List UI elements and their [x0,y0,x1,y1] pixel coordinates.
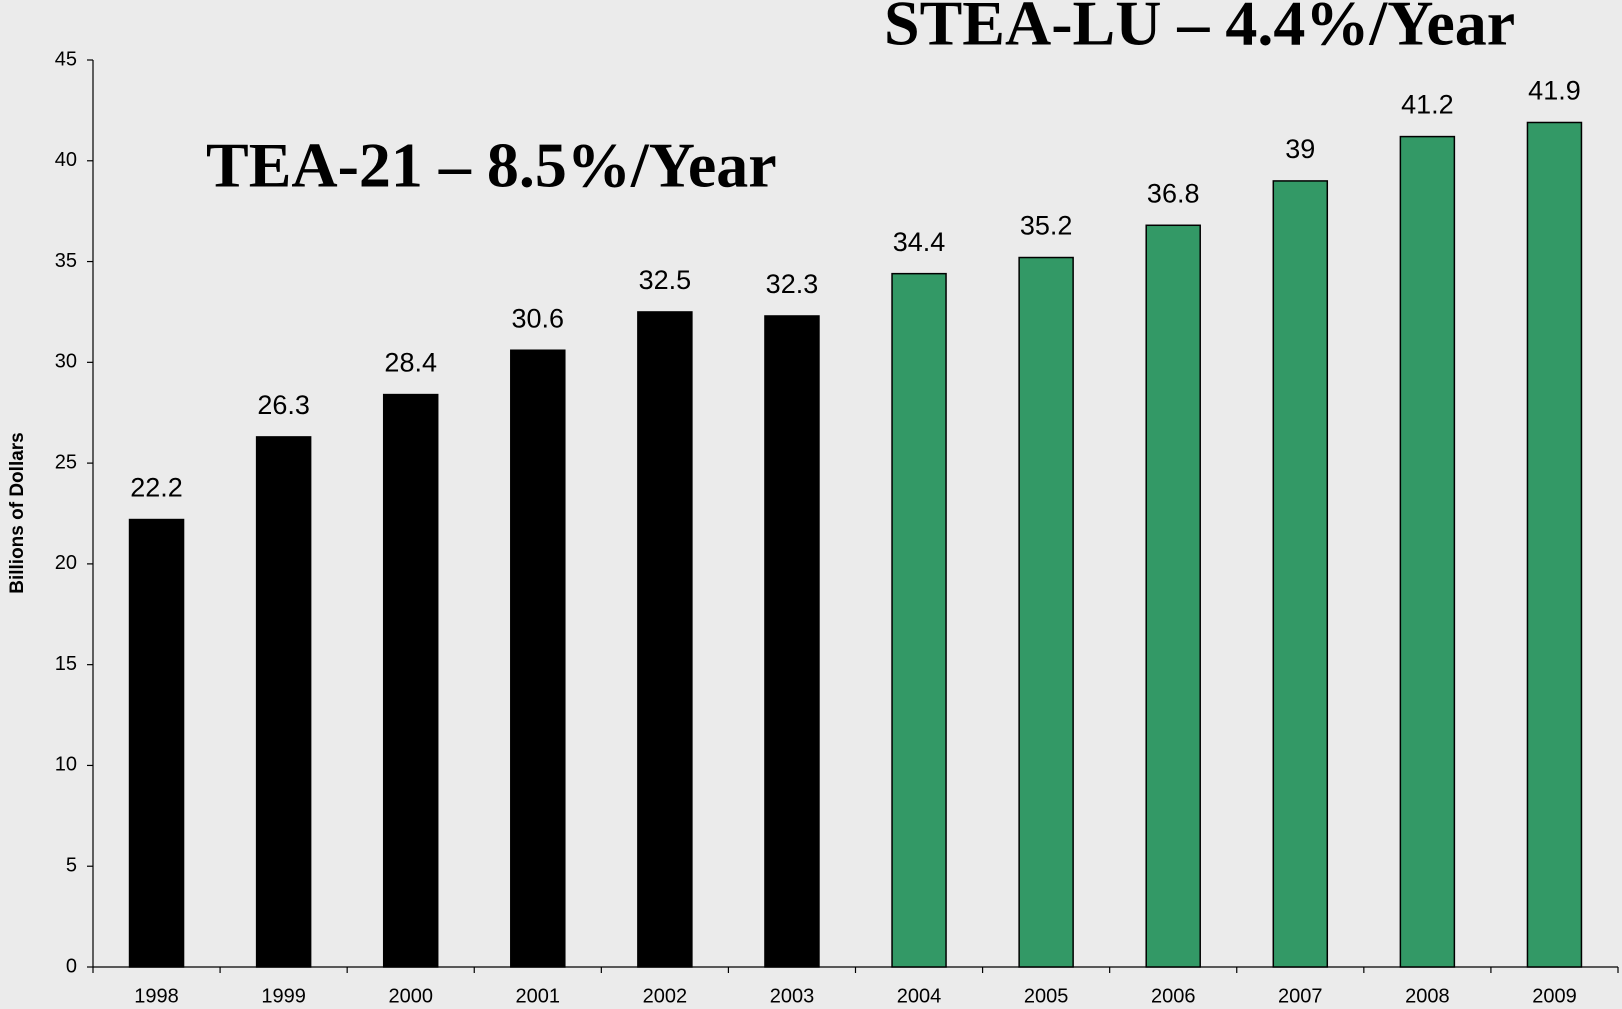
bar [637,311,693,968]
bar [891,272,947,968]
x-tick-label: 2006 [1151,985,1196,1007]
x-tick-label: 2008 [1405,985,1450,1007]
x-tick-label: 1998 [134,985,179,1007]
bar [510,349,566,968]
value-label: 32.3 [766,269,819,299]
value-label: 32.5 [639,265,692,295]
value-label: 26.3 [257,390,310,420]
x-tick-label: 2002 [643,985,688,1007]
y-tick-label: 10 [55,754,77,776]
x-tick-label: 2003 [770,985,815,1007]
bar [1272,180,1329,968]
bar [1526,121,1583,968]
value-label: 35.2 [1020,211,1073,241]
y-tick-label: 30 [55,351,77,373]
y-tick-label: 0 [66,955,77,977]
y-tick-label: 25 [55,451,77,473]
y-tick-label: 45 [55,48,77,70]
y-tick-label: 40 [55,149,77,171]
value-label: 30.6 [512,303,565,333]
value-label: 41.9 [1528,76,1581,106]
x-tick-label: 2001 [516,985,561,1007]
bar [764,315,820,968]
x-tick-label: 2004 [897,985,942,1007]
x-tick-label: 2000 [388,985,433,1007]
y-tick-label: 15 [55,653,77,675]
value-label: 28.4 [384,348,437,378]
value-label: 34.4 [893,227,946,257]
bar [128,518,185,968]
bar [1399,135,1456,968]
y-tick-label: 35 [55,250,77,272]
x-tick-label: 2007 [1278,985,1323,1007]
annotation: TEA-21 – 8.5%/Year [206,130,777,201]
bar [1145,224,1201,968]
bar [382,393,439,968]
bar [255,436,312,968]
y-tick-label: 20 [55,552,77,574]
x-tick-label: 2009 [1532,985,1577,1007]
annotation: STEA-LU – 4.4%/Year [884,0,1515,59]
value-label: 22.2 [130,473,183,503]
value-label: 39 [1285,134,1315,164]
value-label: 36.8 [1147,178,1200,208]
value-label: 41.2 [1401,90,1454,120]
y-axis-label: Billions of Dollars [7,432,28,594]
x-tick-label: 2005 [1024,985,1069,1007]
y-tick-label: 5 [66,855,77,877]
bar [1018,256,1074,968]
x-tick-label: 1999 [261,985,306,1007]
